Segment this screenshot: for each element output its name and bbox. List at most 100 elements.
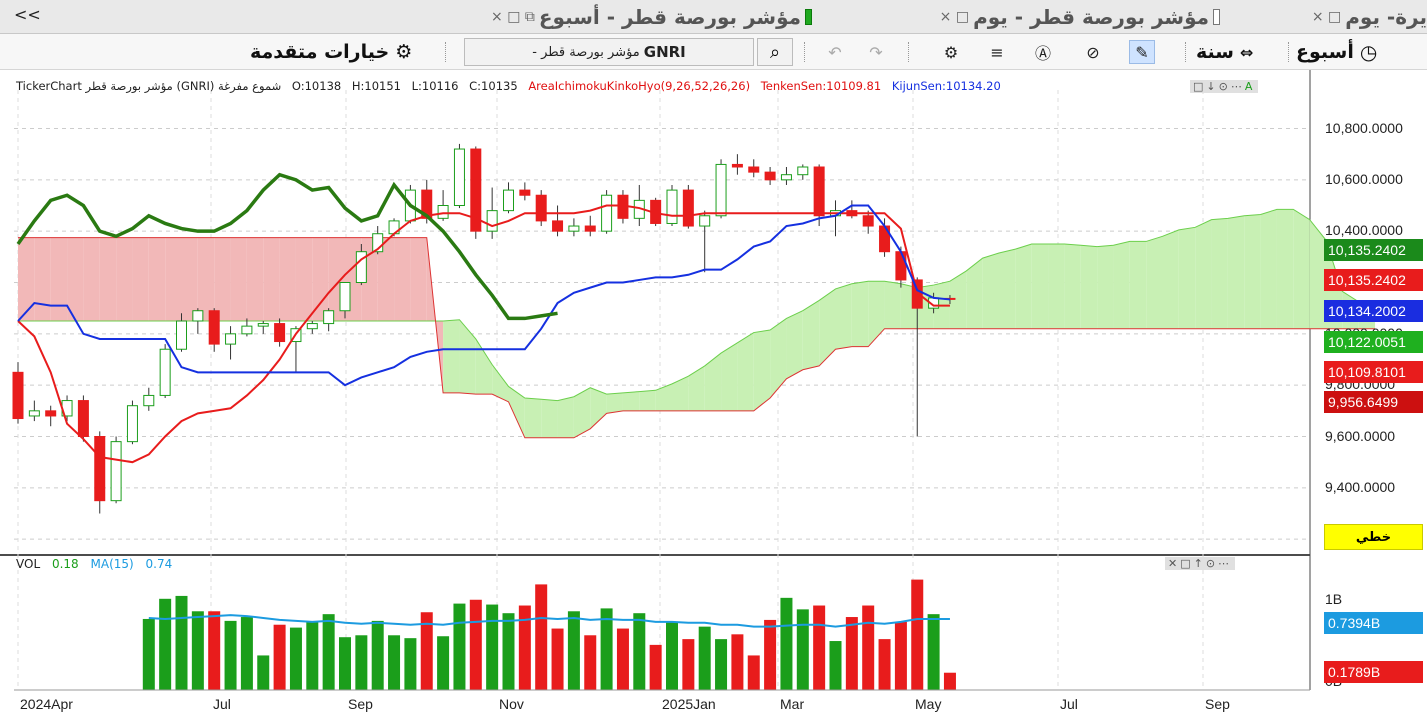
- tab-qe-index-week[interactable]: مؤشر بورصة قطر - أسبوع × □ ⧉: [382, 0, 816, 34]
- volume-bar: [584, 635, 597, 690]
- volume-bar: [371, 620, 384, 690]
- search-icon[interactable]: ⌕: [757, 38, 793, 66]
- volume-bar: [862, 605, 875, 690]
- volume-bar: [764, 619, 777, 690]
- ichimoku-cloud-segment: [1146, 236, 1163, 329]
- tab-qe-index-day[interactable]: مؤشر بورصة قطر - يوم × □: [836, 0, 1224, 34]
- vol-ma-label: MA(15): [90, 557, 134, 571]
- tab-partial[interactable]: يرة- يوم × □: [1244, 0, 1427, 34]
- ichimoku-cloud-segment: [639, 390, 656, 411]
- price-panel-controls[interactable]: □↓⊙⋯A: [1190, 80, 1259, 93]
- candle-body: [126, 405, 138, 443]
- chart-canvas[interactable]: [0, 70, 1427, 714]
- close-tab-icon[interactable]: ×: [491, 9, 503, 25]
- period-year-button[interactable]: ⇔ سنة: [1196, 38, 1253, 66]
- ichimoku-cloud-segment: [590, 387, 607, 429]
- time-axis-label: Jul: [213, 696, 231, 712]
- chart-circle-icon[interactable]: ⊘: [1086, 42, 1100, 62]
- ichimoku-cloud-segment: [606, 392, 623, 414]
- ichimoku-cloud-segment: [1031, 244, 1049, 329]
- volume-bar: [600, 608, 613, 690]
- pen-icon[interactable]: ✎: [1129, 40, 1155, 64]
- period-year-label: سنة: [1196, 41, 1234, 63]
- candle-body: [503, 189, 514, 212]
- ichimoku-cloud-segment: [982, 252, 999, 329]
- period-week-label: أسبوع: [1296, 41, 1354, 63]
- time-axis-label: Sep: [1205, 696, 1230, 712]
- detach-tab-icon[interactable]: ⧉: [524, 9, 535, 25]
- ichimoku-cloud-segment: [541, 399, 558, 438]
- candle-body: [748, 166, 760, 173]
- symbol-name: مؤشر بورصة قطر -: [532, 44, 640, 60]
- tab-controls[interactable]: × □: [1312, 9, 1341, 25]
- period-week-button[interactable]: ◷ أسبوع: [1296, 38, 1377, 66]
- tools-icon[interactable]: ⚙: [943, 42, 959, 62]
- volume-bar: [943, 672, 956, 690]
- candle-body: [143, 394, 155, 407]
- close-tab-icon[interactable]: ×: [1311, 9, 1324, 25]
- advanced-options-button[interactable]: ⚙ خيارات متقدمة: [250, 38, 412, 66]
- price-tag: 10,135.2402: [1324, 269, 1423, 291]
- ichimoku-cloud-segment: [295, 237, 313, 321]
- price-tag: 10,122.0051: [1324, 331, 1423, 353]
- ichimoku-cloud-segment: [1309, 219, 1326, 329]
- candle-body: [257, 323, 269, 327]
- toolbar-separator: [804, 42, 805, 62]
- ichimoku-cloud-segment: [770, 318, 787, 398]
- volume-bar: [878, 639, 891, 690]
- toolbar-separator: [908, 42, 909, 62]
- maximize-tab-icon[interactable]: □: [955, 9, 970, 25]
- a-circle-icon[interactable]: Ⓐ: [1034, 44, 1051, 63]
- price-axis-label: 10,600.0000: [1325, 170, 1403, 187]
- volume-bar: [518, 605, 531, 690]
- candle-body: [241, 325, 253, 335]
- ichimoku-cloud-segment: [1178, 227, 1196, 329]
- redo-icon[interactable]: ↷: [869, 42, 883, 62]
- line-mode-button[interactable]: خطي: [1324, 524, 1423, 550]
- maximize-tab-icon[interactable]: □: [1328, 9, 1342, 25]
- ichimoku-cloud-segment: [230, 237, 247, 321]
- ichimoku-cloud-segment: [573, 387, 591, 438]
- senkou-span-a: [18, 208, 1376, 402]
- maximize-tab-icon[interactable]: □: [507, 9, 521, 25]
- close-value: C:10135: [469, 79, 518, 93]
- volume-bar: [894, 621, 907, 690]
- candle-body: [895, 251, 907, 281]
- candle-body: [666, 189, 678, 224]
- toolbar-separator: [445, 42, 446, 62]
- candle-body: [45, 410, 57, 417]
- candle-body: [682, 189, 694, 227]
- tab-controls[interactable]: × □ ⧉: [491, 9, 535, 25]
- tab-label: مؤشر بورصة قطر - يوم: [973, 5, 1209, 29]
- time-axis-label: May: [915, 696, 942, 712]
- ichimoku-cloud-segment: [524, 398, 542, 438]
- collapse-panel-button[interactable]: <<: [14, 5, 41, 24]
- candle-body: [274, 323, 286, 343]
- volume-tag: 0.1789B: [1324, 661, 1423, 683]
- candle-body: [437, 205, 449, 219]
- symbol-input[interactable]: GNRI مؤشر بورصة قطر -: [464, 38, 754, 66]
- volume-bar: [404, 638, 417, 690]
- volume-bar: [535, 584, 548, 690]
- tab-bar: << مؤشر بورصة قطر - أسبوع × □ ⧉ مؤشر بور…: [0, 0, 1427, 34]
- kijun-sen-line: [17, 204, 951, 387]
- candle-body: [192, 310, 204, 322]
- tab-controls[interactable]: × □: [940, 9, 969, 25]
- volume-panel-controls[interactable]: ✕□↑⊙⋯: [1165, 557, 1236, 570]
- vol-ma-value: 0.74: [145, 557, 173, 571]
- volume-bar: [306, 621, 319, 690]
- ohlc-info-line: TickerChart مؤشر بورصة قطر (GNRI) شموع م…: [16, 79, 1008, 93]
- chart-area[interactable]: TickerChart مؤشر بورصة قطر (GNRI) شموع م…: [0, 70, 1427, 714]
- volume-bar: [813, 605, 826, 690]
- close-tab-icon[interactable]: ×: [939, 9, 952, 25]
- ichimoku-cloud-segment: [688, 365, 705, 411]
- candle-body: [176, 320, 187, 350]
- candle-body: [699, 215, 711, 227]
- ichimoku-cloud-segment: [884, 281, 901, 329]
- chikou-span-line: [16, 172, 558, 321]
- undo-icon[interactable]: ↶: [828, 42, 842, 62]
- volume-bar: [927, 614, 940, 690]
- candle-body: [110, 441, 122, 502]
- indicator-icon[interactable]: ≡: [990, 42, 1004, 62]
- ichimoku-cloud-segment: [1293, 209, 1310, 329]
